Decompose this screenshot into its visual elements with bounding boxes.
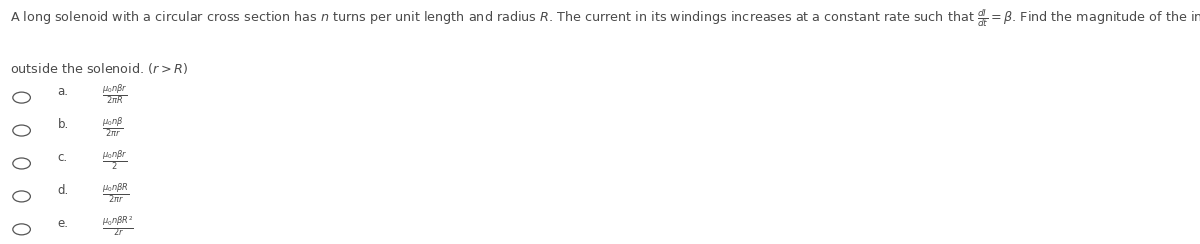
Text: $\frac{\mu_0 n\beta}{2\pi r}$: $\frac{\mu_0 n\beta}{2\pi r}$ (102, 115, 124, 139)
Text: c.: c. (58, 151, 67, 164)
Text: $\frac{\mu_0 n\beta r}{2}$: $\frac{\mu_0 n\beta r}{2}$ (102, 148, 127, 172)
Text: $\frac{\mu_0 n\beta r}{2\pi R}$: $\frac{\mu_0 n\beta r}{2\pi R}$ (102, 82, 127, 106)
Text: A long solenoid with a circular cross section has $n$ turns per unit length and : A long solenoid with a circular cross se… (10, 7, 1200, 29)
Text: e.: e. (58, 217, 68, 230)
Text: a.: a. (58, 85, 68, 98)
Text: b.: b. (58, 118, 68, 131)
Text: $\frac{\mu_0 n\beta R^2}{2r}$: $\frac{\mu_0 n\beta R^2}{2r}$ (102, 214, 134, 238)
Text: outside the solenoid. ($r > R$): outside the solenoid. ($r > R$) (10, 61, 187, 76)
Text: d.: d. (58, 184, 68, 197)
Text: $\frac{\mu_0 n\beta R}{2\pi r}$: $\frac{\mu_0 n\beta R}{2\pi r}$ (102, 181, 130, 205)
